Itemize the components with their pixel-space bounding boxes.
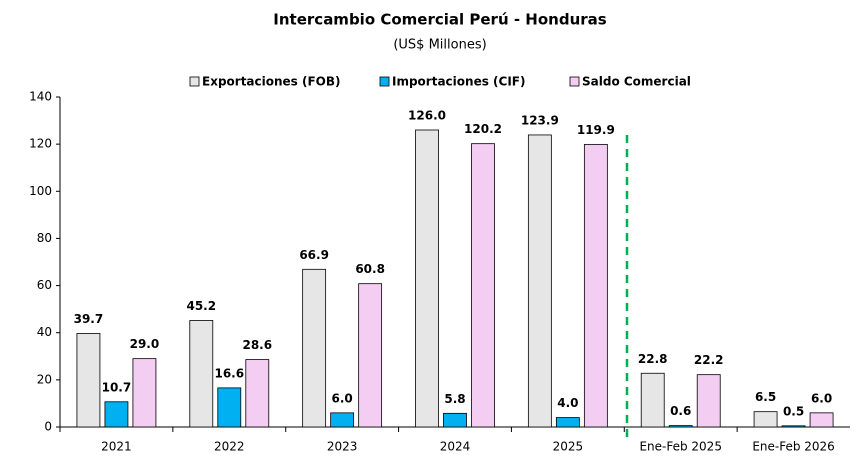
bar <box>132 358 157 428</box>
data-label: 0.6 <box>670 404 691 418</box>
bar <box>104 401 129 428</box>
bar <box>809 412 834 428</box>
data-label: 6.0 <box>811 391 832 405</box>
x-tick-label: 2023 <box>327 440 358 454</box>
y-tick-label: 40 <box>37 325 52 339</box>
data-label: 6.0 <box>332 391 353 405</box>
data-label: 119.9 <box>577 123 615 137</box>
data-label: 16.6 <box>214 366 244 380</box>
bar <box>781 425 806 428</box>
data-label: 39.7 <box>74 312 104 326</box>
data-label: 60.8 <box>355 262 385 276</box>
y-tick-label: 80 <box>37 231 52 245</box>
chart-title: Intercambio Comercial Perú - Honduras <box>273 11 606 29</box>
y-tick-label: 20 <box>37 372 52 386</box>
data-label: 126.0 <box>408 109 446 123</box>
bar <box>76 333 101 428</box>
data-label: 0.5 <box>783 404 804 418</box>
legend-swatch <box>189 76 200 87</box>
x-tick-label: 2021 <box>101 440 132 454</box>
data-label: 4.0 <box>557 396 578 410</box>
y-tick-label: 0 <box>44 420 52 434</box>
bar <box>696 374 721 428</box>
y-tick-label: 140 <box>29 90 52 104</box>
data-label: 120.2 <box>464 122 502 136</box>
bar <box>415 129 439 428</box>
data-label: 29.0 <box>130 337 160 351</box>
legend-swatch <box>569 76 580 87</box>
y-tick-label: 100 <box>29 184 52 198</box>
bar <box>217 387 242 428</box>
data-label: 10.7 <box>102 380 132 394</box>
x-tick-label: 2024 <box>440 440 471 454</box>
bar <box>527 134 552 428</box>
bar <box>189 320 214 428</box>
bar <box>668 425 693 428</box>
legend-swatch <box>379 76 390 87</box>
data-label: 22.2 <box>694 353 724 367</box>
bar <box>443 412 467 428</box>
x-tick-label: 2022 <box>214 440 245 454</box>
x-tick-label: Ene-Feb 2026 <box>752 440 835 454</box>
data-label: 22.8 <box>638 352 668 366</box>
y-tick-label: 120 <box>29 137 52 151</box>
chart-subtitle: (US$ Millones) <box>393 38 486 53</box>
y-tick-label: 60 <box>37 278 52 292</box>
data-label: 5.8 <box>444 392 465 406</box>
data-label: 66.9 <box>299 248 329 262</box>
bar <box>302 268 327 428</box>
x-tick-label: Ene-Feb 2025 <box>639 440 722 454</box>
bar <box>330 412 355 428</box>
bar <box>640 372 665 428</box>
bar <box>753 411 778 428</box>
data-label: 123.9 <box>521 113 559 127</box>
bar <box>358 283 383 428</box>
bar <box>245 359 270 428</box>
legend-label: Exportaciones (FOB) <box>202 75 341 89</box>
data-label: 28.6 <box>242 338 272 352</box>
data-label: 45.2 <box>186 299 216 313</box>
bar <box>583 143 608 428</box>
x-tick-label: 2025 <box>553 440 584 454</box>
legend-label: Importaciones (CIF) <box>392 75 525 89</box>
bar <box>471 143 495 428</box>
data-label: 6.5 <box>755 390 776 404</box>
legend-label: Saldo Comercial <box>582 75 691 89</box>
bar <box>555 417 580 428</box>
